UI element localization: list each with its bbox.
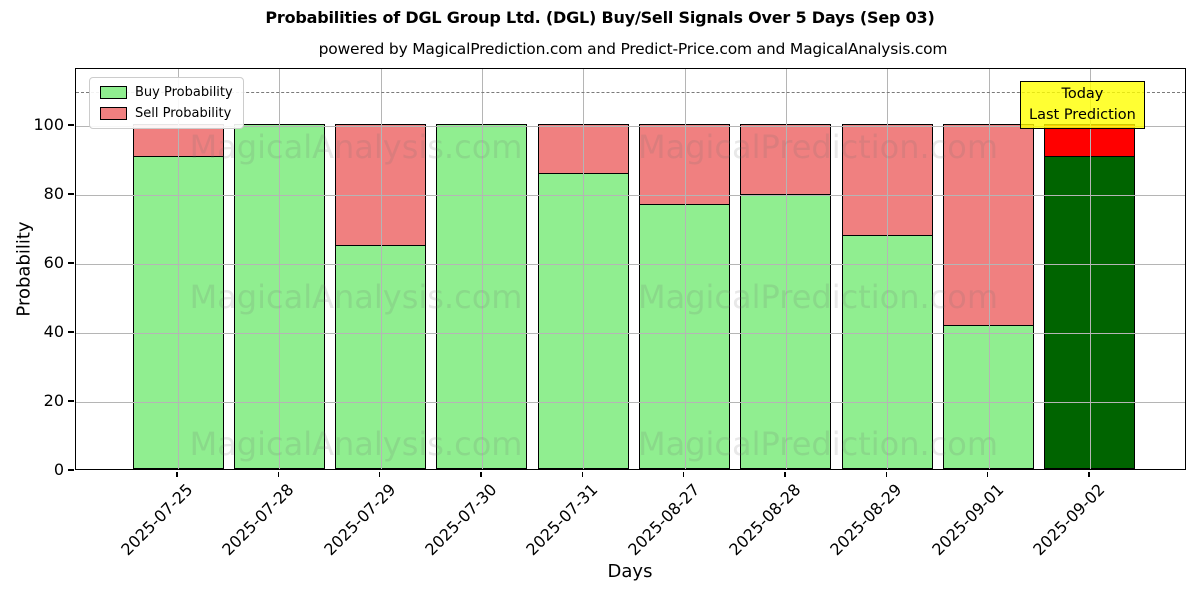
- buy-color-swatch: [100, 86, 127, 99]
- today-annotation-line2: Last Prediction: [1029, 107, 1136, 123]
- today-annotation: Today Last Prediction: [1020, 81, 1145, 129]
- threshold-dashed-line: [76, 91, 1185, 93]
- x-gridline-2025-08-27: [684, 69, 686, 469]
- y-tick-mark-20: [68, 400, 74, 402]
- chart-title: Probabilities of DGL Group Ltd. (DGL) Bu…: [265, 8, 935, 27]
- y-tick-label-40: 40: [43, 322, 64, 341]
- x-tick-label-2025-07-29: 2025-07-29: [319, 480, 400, 560]
- x-tick-mark-2025-09-02: [1088, 471, 1090, 477]
- y-tick-label-20: 20: [43, 391, 64, 410]
- x-tick-label-2025-08-28: 2025-08-28: [725, 480, 805, 560]
- x-tick-mark-2025-07-25: [176, 471, 178, 477]
- legend-sell-label: Sell Probability: [135, 106, 232, 121]
- x-tick-mark-2025-07-31: [581, 471, 583, 477]
- x-gridline-2025-07-25: [178, 69, 179, 469]
- x-gridline-2025-07-31: [583, 69, 585, 469]
- y-tick-label-100: 100: [33, 115, 64, 134]
- x-tick-mark-2025-08-27: [682, 471, 685, 477]
- x-tick-label-2025-08-29: 2025-08-29: [826, 480, 906, 560]
- x-tick-label-2025-08-27: 2025-08-27: [623, 480, 704, 560]
- x-tick-mark-2025-07-28: [277, 471, 280, 477]
- y-tick-mark-40: [68, 331, 74, 333]
- x-tick-mark-2025-09-01: [986, 471, 989, 477]
- y-gridline-80: [76, 195, 1185, 196]
- x-gridline-2025-07-28: [279, 69, 281, 469]
- legend-item-buy: Buy Probability: [100, 85, 233, 100]
- chart-subtitle: powered by MagicalPrediction.com and Pre…: [318, 40, 948, 58]
- y-gridline-60: [76, 264, 1185, 265]
- legend: Buy Probability Sell Probability: [89, 77, 244, 129]
- legend-buy-label: Buy Probability: [135, 85, 233, 100]
- today-annotation-line1: Today: [1061, 86, 1104, 102]
- x-gridline-2025-09-02: [1089, 69, 1091, 469]
- watermark-left: MagicalAnalysis.com: [189, 128, 523, 166]
- y-gridline-20: [76, 402, 1185, 403]
- y-tick-mark-100: [68, 124, 74, 126]
- y-tick-label-0: 0: [53, 460, 64, 479]
- x-gridline-2025-07-30: [481, 69, 483, 469]
- x-tick-label-2025-09-02: 2025-09-02: [1029, 480, 1109, 560]
- x-tick-label-2025-09-01: 2025-09-01: [927, 480, 1008, 560]
- sell-color-swatch: [100, 107, 127, 120]
- watermark-right: MagicalPrediction.com: [638, 278, 998, 316]
- x-gridline-2025-08-29: [887, 69, 889, 469]
- x-gridline-2025-07-29: [380, 69, 382, 469]
- plot-area: MagicalAnalysis.com MagicalPrediction.com…: [75, 68, 1186, 470]
- x-tick-label-2025-07-30: 2025-07-30: [421, 480, 501, 560]
- x-axis-label: Days: [607, 561, 653, 582]
- watermark-left: MagicalAnalysis.com: [189, 425, 523, 463]
- y-tick-mark-60: [68, 262, 74, 264]
- x-tick-mark-2025-07-30: [480, 471, 482, 477]
- x-tick-label-2025-07-28: 2025-07-28: [218, 480, 298, 560]
- y-gridline-40: [76, 333, 1185, 334]
- watermark-right: MagicalPrediction.com: [638, 425, 998, 463]
- y-tick-mark-0: [68, 469, 74, 471]
- legend-item-sell: Sell Probability: [100, 106, 233, 121]
- y-tick-mark-80: [68, 193, 74, 195]
- x-gridline-2025-09-01: [988, 69, 990, 469]
- x-tick-mark-2025-08-28: [784, 471, 786, 477]
- watermark-right: MagicalPrediction.com: [638, 128, 998, 166]
- x-tick-label-2025-07-25: 2025-07-25: [117, 480, 197, 560]
- y-gridline-100: [76, 126, 1185, 127]
- x-tick-mark-2025-08-29: [885, 471, 887, 477]
- y-tick-label-60: 60: [43, 253, 64, 272]
- x-tick-label-2025-07-31: 2025-07-31: [522, 480, 602, 560]
- x-gridline-2025-08-28: [785, 69, 787, 469]
- y-tick-label-80: 80: [43, 184, 64, 203]
- x-tick-mark-2025-07-29: [378, 471, 381, 477]
- watermark-left: MagicalAnalysis.com: [189, 278, 523, 316]
